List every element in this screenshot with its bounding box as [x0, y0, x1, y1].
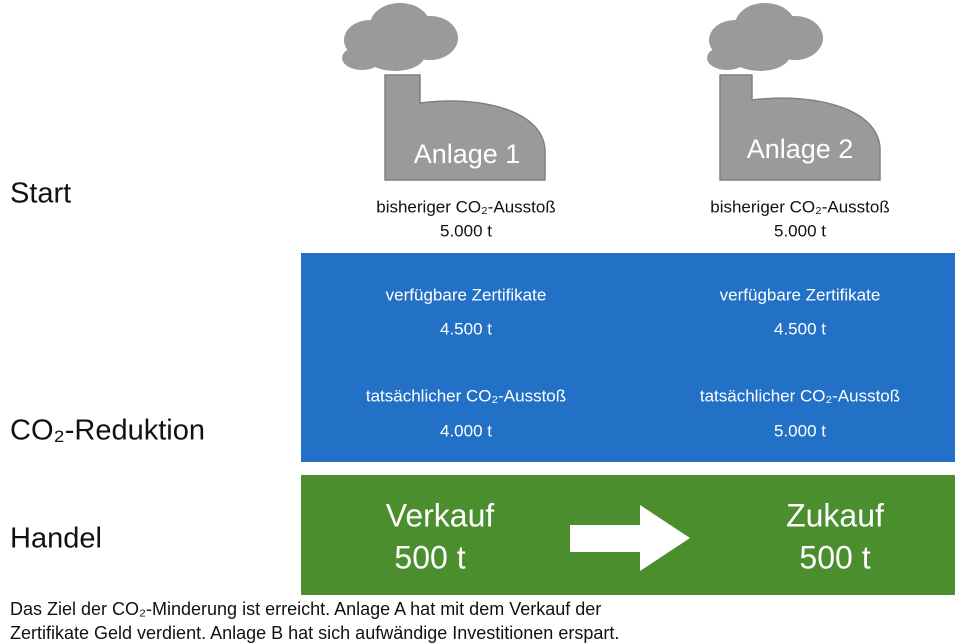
row-label: Start	[10, 178, 71, 210]
available-label: verfügbare Zertifikate	[386, 285, 547, 304]
actual-label: tatsächlicher CO₂-Ausstoß	[366, 386, 566, 405]
footer-line: Zertifikate Geld verdient. Anlage B hat …	[10, 623, 619, 643]
trade-label: Zukauf	[786, 497, 884, 533]
previous-value: 5.000 t	[774, 221, 826, 240]
previous-label: bisheriger CO₂-Ausstoß	[376, 197, 556, 216]
actual-value: 4.000 t	[440, 421, 492, 440]
row-label: CO₂-Reduktion	[10, 415, 205, 447]
row-label: Handel	[10, 523, 102, 555]
actual-label: tatsächlicher CO₂-Ausstoß	[700, 386, 900, 405]
arrow	[570, 505, 690, 571]
footer-line: Das Ziel der CO₂-Minderung ist erreicht.…	[10, 599, 601, 619]
trade-value: 500 t	[799, 539, 870, 575]
factory-icon	[342, 3, 546, 181]
available-label: verfügbare Zertifikate	[720, 285, 881, 304]
trade-value: 500 t	[394, 539, 465, 575]
plant-name: Anlage 2	[747, 134, 854, 164]
plant-name: Anlage 1	[414, 139, 521, 169]
available-value: 4.500 t	[774, 319, 826, 338]
previous-label: bisheriger CO₂-Ausstoß	[710, 197, 890, 216]
previous-value: 5.000 t	[440, 221, 492, 240]
available-value: 4.500 t	[440, 319, 492, 338]
actual-value: 5.000 t	[774, 421, 826, 440]
trade-label: Verkauf	[386, 497, 495, 533]
reduction-box	[301, 253, 955, 462]
factory-icon	[707, 3, 881, 181]
